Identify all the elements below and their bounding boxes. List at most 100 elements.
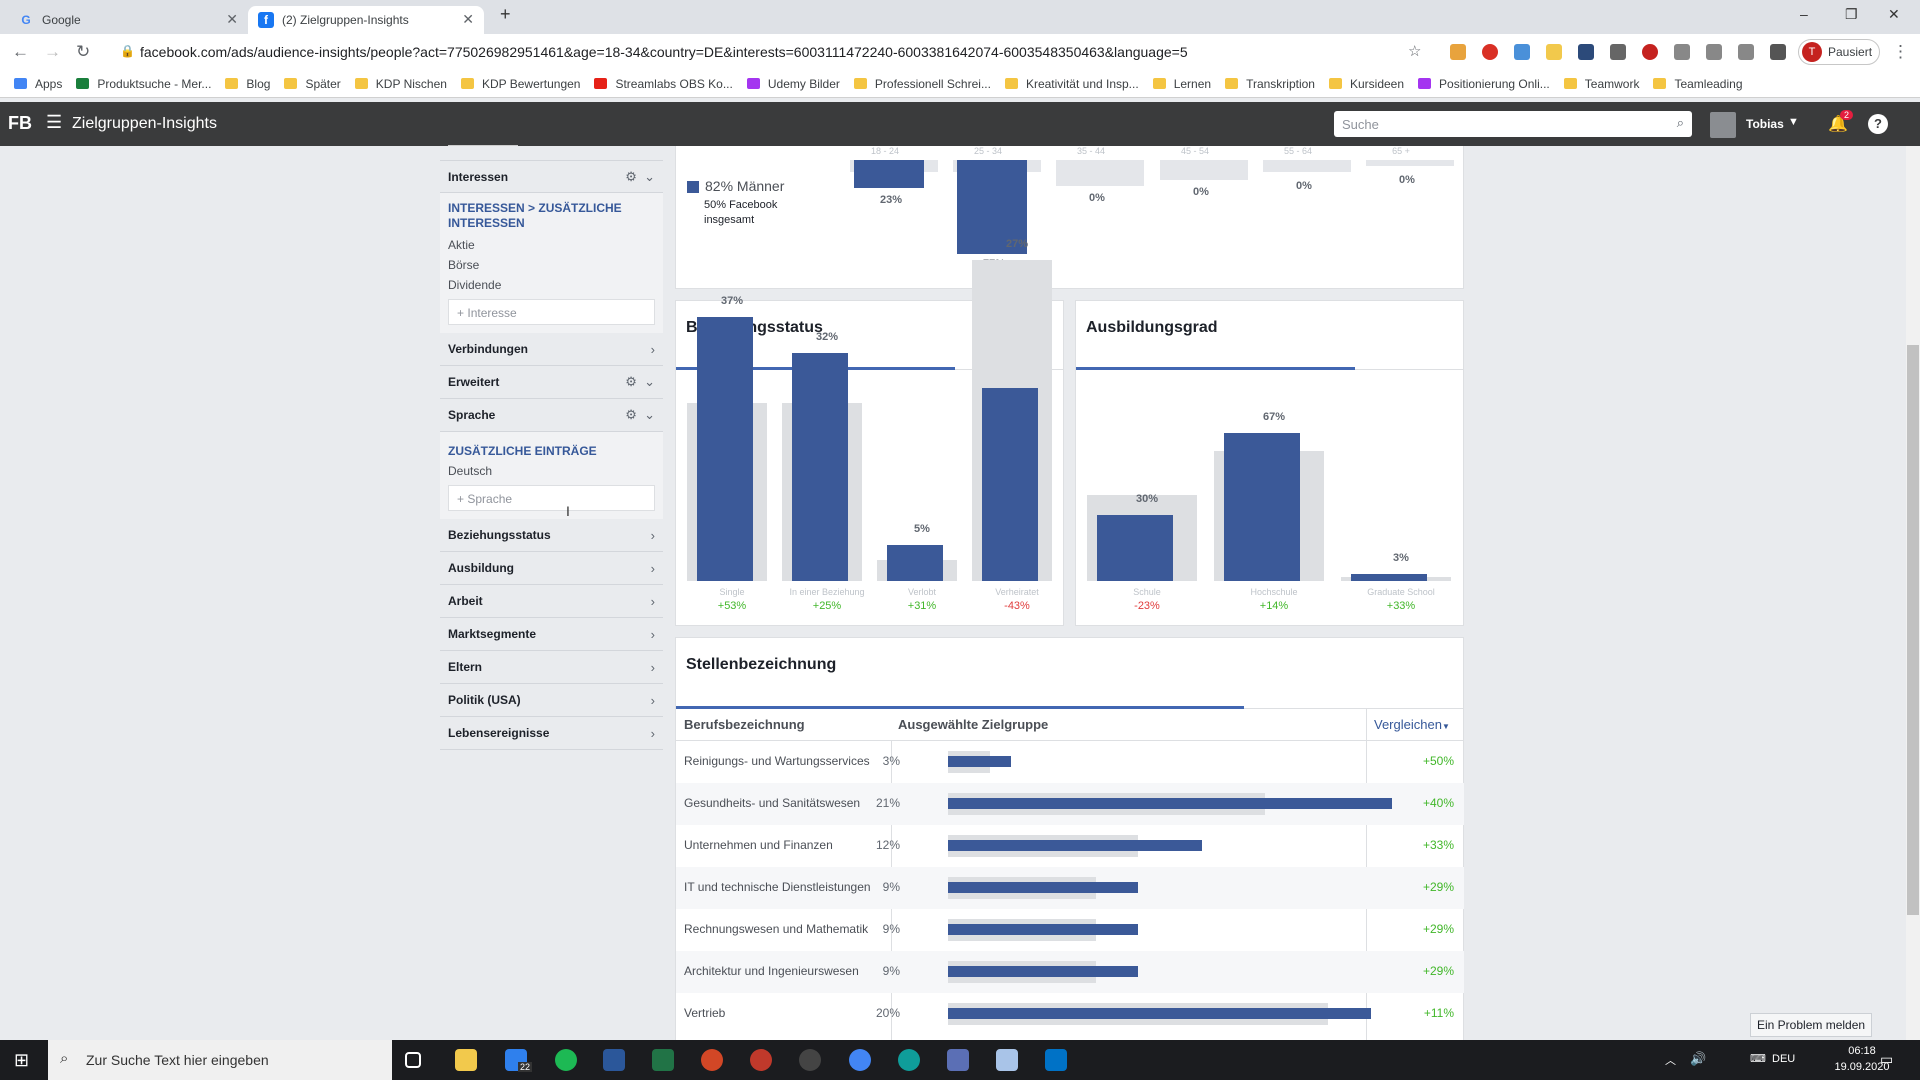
- new-tab-button[interactable]: +: [500, 4, 511, 24]
- restore-icon[interactable]: ❐: [1845, 6, 1858, 22]
- fb-logo[interactable]: FB: [8, 113, 32, 133]
- powerpoint-icon[interactable]: [701, 1049, 723, 1071]
- puzzle-icon[interactable]: [1770, 44, 1786, 60]
- bookmark-item[interactable]: Blog: [225, 77, 270, 91]
- minimize-icon[interactable]: –: [1800, 6, 1808, 22]
- bookmark-item[interactable]: Später: [284, 77, 341, 91]
- bookmark-item[interactable]: Streamlabs OBS Ko...: [594, 77, 733, 91]
- table-row[interactable]: IT und technische Dienstleistungen 9% +29%: [676, 867, 1464, 909]
- settings-icon[interactable]: ⚙: [625, 168, 637, 184]
- col-header-zielgruppe[interactable]: Ausgewählte Zielgruppe: [898, 717, 1049, 732]
- extension-icon[interactable]: [1450, 44, 1466, 60]
- chevron-down-icon[interactable]: ⌄: [644, 407, 655, 422]
- settings-icon[interactable]: ⚙: [625, 374, 637, 389]
- filter-politik[interactable]: Politik (USA) ›: [440, 684, 663, 717]
- tab-zielgruppen[interactable]: f (2) Zielgruppen-Insights ✕: [248, 6, 484, 34]
- bookmark-item[interactable]: Udemy Bilder: [746, 77, 840, 91]
- clock-date[interactable]: 19.09.2020: [1834, 1061, 1890, 1073]
- interest-item[interactable]: Dividende: [448, 278, 502, 292]
- extension-icon[interactable]: [1514, 44, 1530, 60]
- bookmark-item[interactable]: Professionell Schrei...: [853, 77, 991, 91]
- scrollbar-thumb[interactable]: [1907, 345, 1919, 915]
- help-icon[interactable]: ?: [1868, 114, 1888, 134]
- table-row[interactable]: Architektur und Ingenieurswesen 9% +29%: [676, 951, 1464, 993]
- bookmark-item[interactable]: Transkription: [1225, 77, 1315, 91]
- chevron-down-icon[interactable]: ⌄: [644, 374, 655, 389]
- filter-arbeit[interactable]: Arbeit ›: [440, 585, 663, 618]
- extension-icon[interactable]: [1674, 44, 1690, 60]
- col-header-beruf[interactable]: Berufsbezeichnung: [684, 717, 805, 732]
- word-icon[interactable]: [603, 1049, 625, 1071]
- interest-input[interactable]: + Interesse: [448, 299, 655, 325]
- user-name[interactable]: Tobias: [1746, 117, 1784, 131]
- spotify-icon[interactable]: [555, 1049, 577, 1071]
- profile-button[interactable]: T Pausiert: [1798, 39, 1880, 65]
- settings-icon[interactable]: ⚙: [625, 407, 637, 422]
- excel-icon[interactable]: [652, 1049, 674, 1071]
- filter-beziehungsstatus[interactable]: Beziehungsstatus ›: [440, 519, 663, 552]
- bookmark-star-icon[interactable]: ☆: [1408, 43, 1422, 60]
- filter-lebensereignisse[interactable]: Lebensereignisse ›: [440, 717, 663, 750]
- bookmark-item[interactable]: Kursideen: [1328, 77, 1404, 91]
- chevron-down-icon[interactable]: ⌄: [644, 168, 655, 184]
- bookmark-item[interactable]: Teamwork: [1563, 77, 1639, 91]
- language-indicator[interactable]: DEU: [1772, 1053, 1796, 1065]
- app-icon[interactable]: [947, 1049, 969, 1071]
- app-icon[interactable]: [996, 1049, 1018, 1071]
- tab-google[interactable]: G Google ✕: [8, 6, 248, 34]
- table-row[interactable]: Reinigungs- und Wartungsservices 3% +50%: [676, 741, 1464, 783]
- bookmark-item[interactable]: Produktsuche - Mer...: [76, 77, 211, 91]
- notification-center-icon[interactable]: ▭: [1880, 1051, 1894, 1067]
- bookmark-item[interactable]: Lernen: [1152, 77, 1211, 91]
- bell-icon[interactable]: 🔔: [1828, 116, 1848, 133]
- report-problem-button[interactable]: Ein Problem melden: [1750, 1013, 1873, 1037]
- filter-interessen[interactable]: Interessen ⚙ ⌄: [440, 160, 663, 193]
- table-row[interactable]: Vertrieb 20% +11%: [676, 993, 1464, 1035]
- close-tab-icon[interactable]: ✕: [226, 11, 238, 27]
- filter-ausbildung[interactable]: Ausbildung ›: [440, 552, 663, 585]
- bookmark-apps[interactable]: Apps: [14, 77, 62, 91]
- chevron-down-icon[interactable]: ▼: [1788, 116, 1799, 128]
- bookmark-item[interactable]: Positionierung Onli...: [1418, 77, 1550, 91]
- search-icon[interactable]: ⌕: [1676, 115, 1684, 130]
- table-row[interactable]: Rechnungswesen und Mathematik 9% +29%: [676, 909, 1464, 951]
- fb-search-input[interactable]: Suche ⌕: [1334, 111, 1692, 137]
- edge-icon[interactable]: [898, 1049, 920, 1071]
- table-row[interactable]: Unternehmen und Finanzen 12% +33%: [676, 825, 1464, 867]
- bookmark-item[interactable]: KDP Nischen: [354, 77, 447, 91]
- avatar[interactable]: [1710, 112, 1736, 138]
- chrome-icon[interactable]: [849, 1049, 871, 1071]
- tray-chevron-icon[interactable]: ︿: [1665, 1055, 1676, 1067]
- filter-marktsegmente[interactable]: Marktsegmente ›: [440, 618, 663, 651]
- windows-start-icon[interactable]: ⊞: [14, 1050, 30, 1070]
- volume-icon[interactable]: 🔊: [1690, 1051, 1707, 1066]
- extension-icon[interactable]: [1610, 44, 1626, 60]
- interest-item[interactable]: Börse: [448, 258, 480, 272]
- back-icon[interactable]: ←: [12, 42, 29, 61]
- more-menu-icon[interactable]: ⋮: [1892, 42, 1909, 61]
- language-input[interactable]: + Sprache: [448, 485, 655, 511]
- filter-sprache[interactable]: Sprache ⚙ ⌄: [440, 399, 663, 432]
- taskbar-search-input[interactable]: ⌕ Zur Suche Text hier eingeben: [48, 1040, 392, 1080]
- compare-dropdown[interactable]: Vergleichen▼: [1374, 717, 1450, 732]
- address-bar[interactable]: 🔒 facebook.com/ads/audience-insights/peo…: [110, 39, 1430, 65]
- filter-erweitert[interactable]: Erweitert ⚙ ⌄: [440, 366, 663, 399]
- filter-eltern[interactable]: Eltern ›: [440, 651, 663, 684]
- close-window-icon[interactable]: ✕: [1888, 6, 1900, 22]
- hamburger-icon[interactable]: ☰: [46, 112, 63, 132]
- clock-time[interactable]: 06:18: [1848, 1045, 1876, 1057]
- close-tab-icon[interactable]: ✕: [462, 11, 474, 27]
- reload-icon[interactable]: ↻: [76, 42, 91, 61]
- filter-verbindungen[interactable]: Verbindungen ›: [440, 333, 663, 366]
- interest-item[interactable]: Aktie: [448, 238, 475, 252]
- extension-icon[interactable]: [1738, 44, 1754, 60]
- extension-icon[interactable]: [1482, 44, 1498, 60]
- language-item[interactable]: Deutsch: [448, 464, 493, 478]
- file-explorer-icon[interactable]: [455, 1049, 477, 1071]
- task-view-icon[interactable]: [405, 1052, 421, 1068]
- bookmark-item[interactable]: KDP Bewertungen: [460, 77, 580, 91]
- app-icon[interactable]: [750, 1049, 772, 1071]
- bookmark-item[interactable]: Teamleading: [1653, 77, 1743, 91]
- table-row[interactable]: Gesundheits- und Sanitätswesen 21% +40%: [676, 783, 1464, 825]
- obs-icon[interactable]: [799, 1049, 821, 1071]
